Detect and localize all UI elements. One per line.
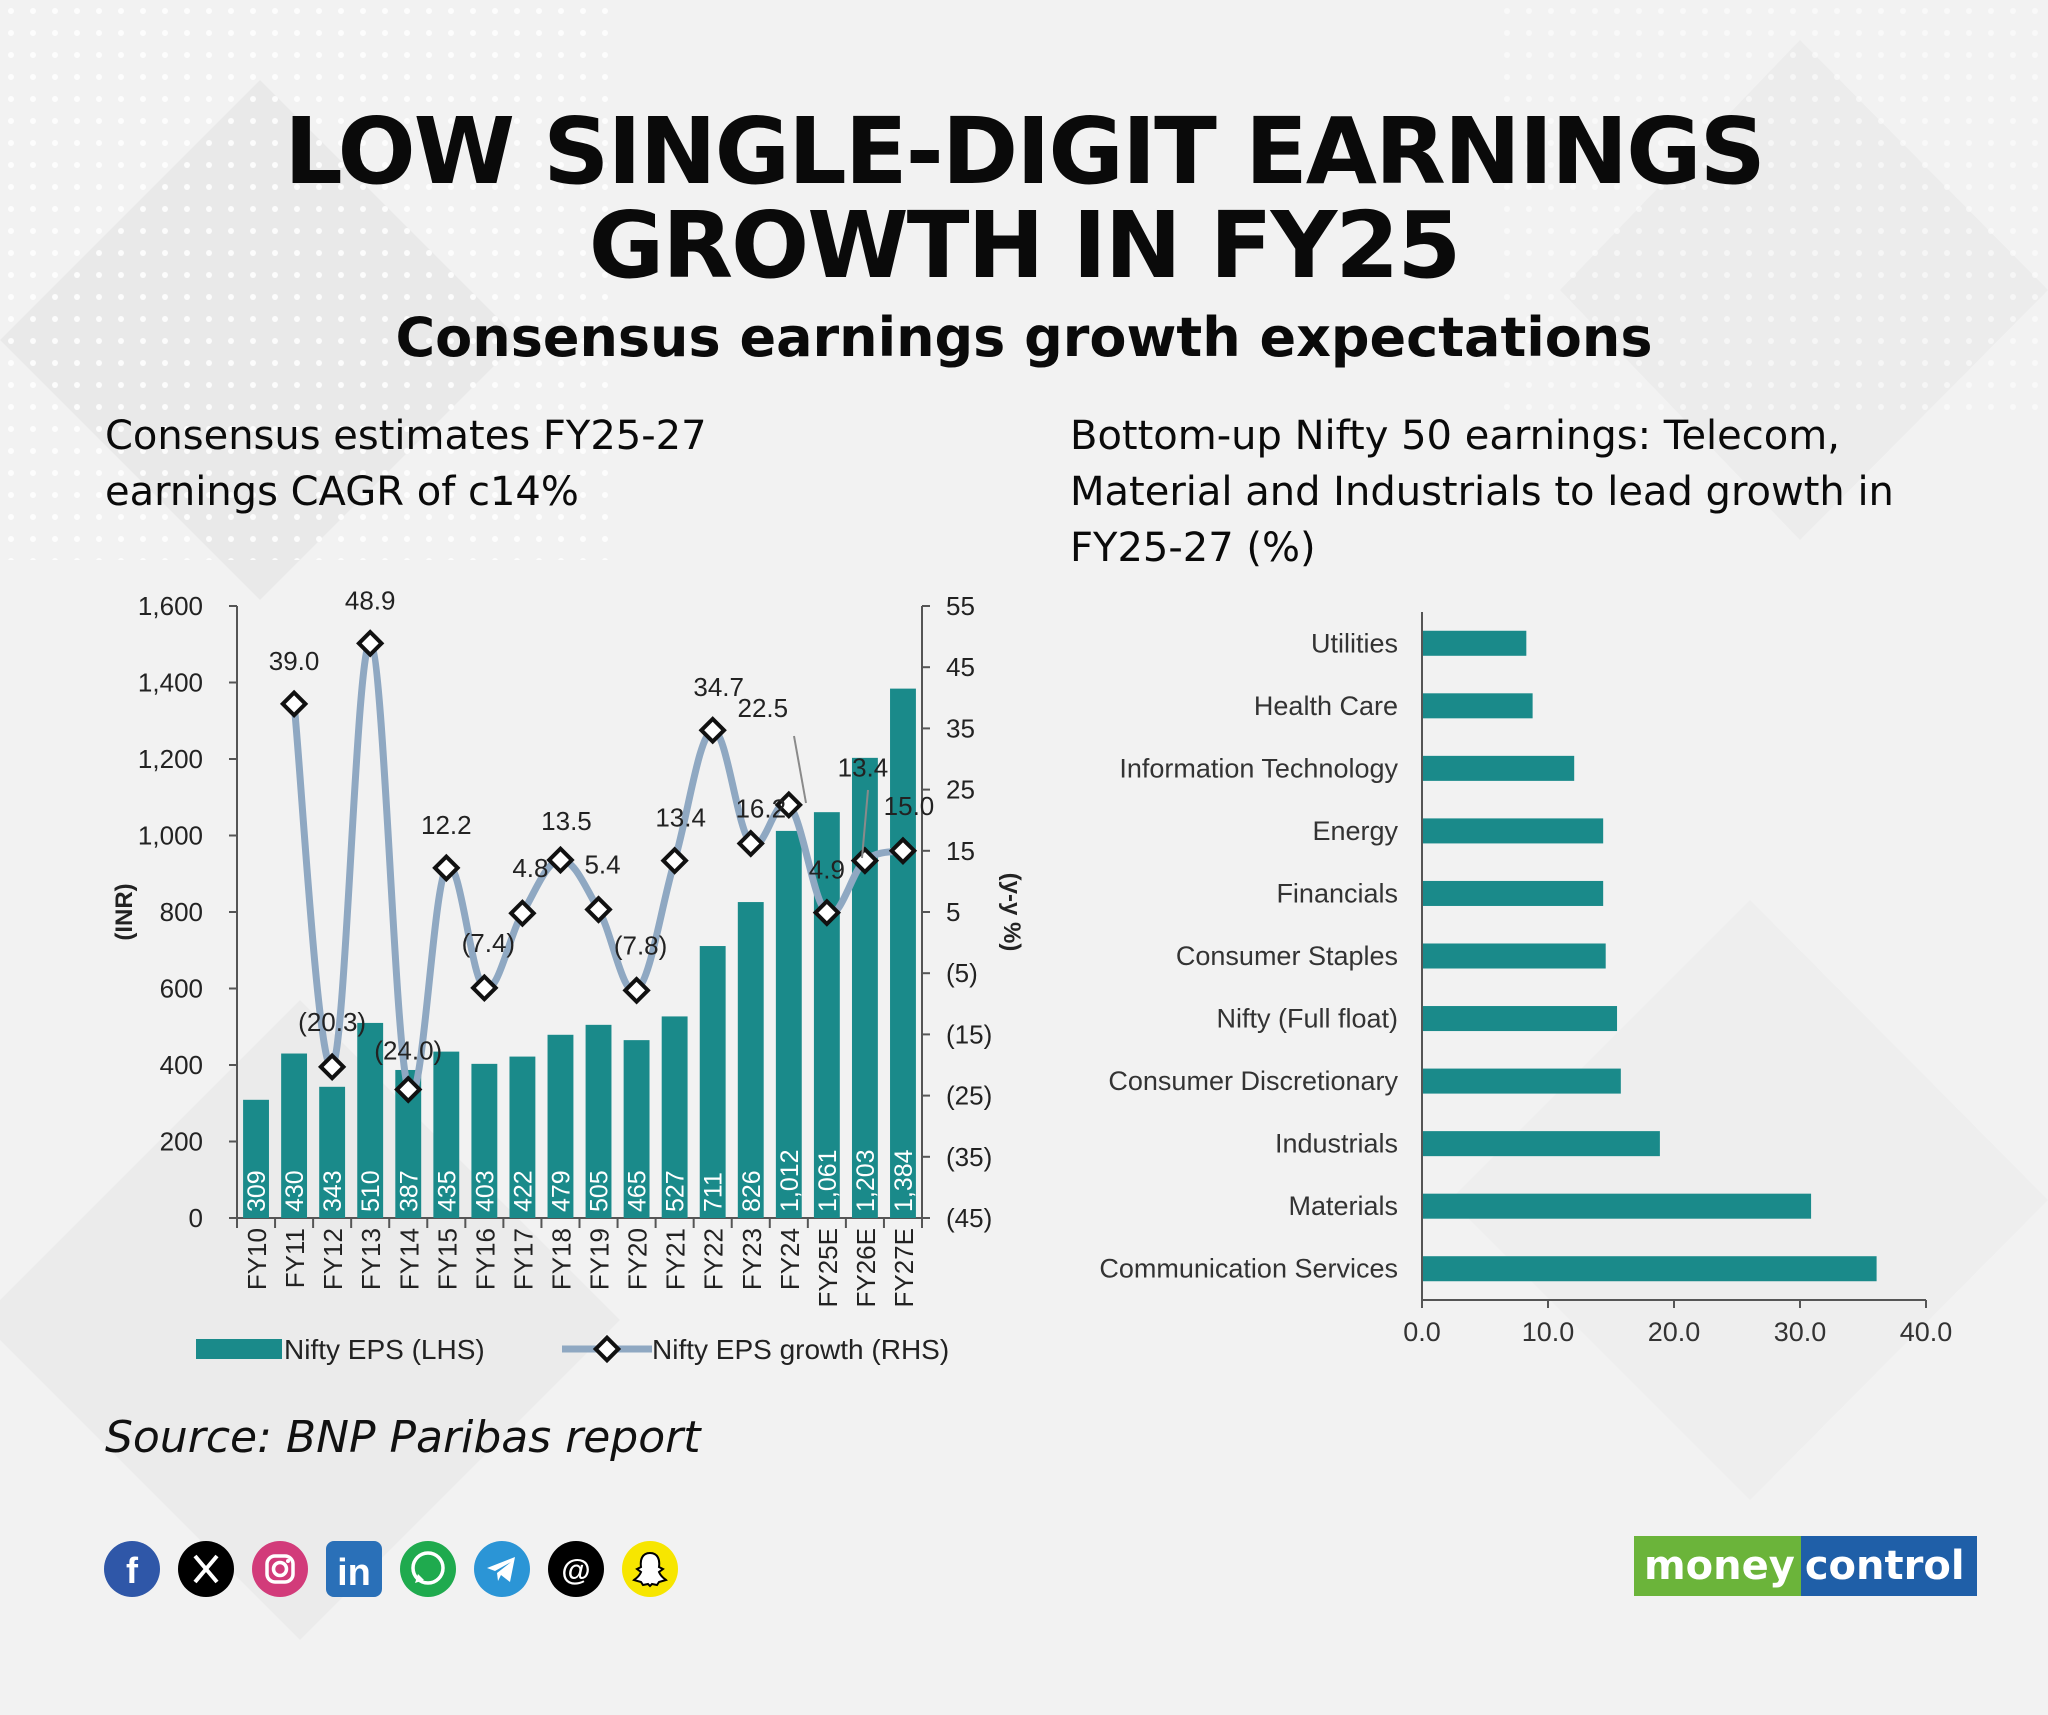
telegram-icon[interactable] xyxy=(474,1541,530,1597)
right-chart-title: Bottom-up Nifty 50 earnings: Telecom, Ma… xyxy=(1070,413,1894,571)
source-note: Source: BNP Paribas report xyxy=(105,1412,701,1463)
linkedin-icon[interactable]: in xyxy=(326,1541,382,1597)
facebook-icon[interactable]: f xyxy=(104,1541,160,1597)
svg-text:in: in xyxy=(337,1552,371,1594)
snapchat-icon[interactable] xyxy=(622,1541,678,1597)
moneycontrol-logo[interactable]: money control xyxy=(1634,1536,1977,1596)
whatsapp-icon[interactable] xyxy=(400,1541,456,1597)
logo-money: money xyxy=(1634,1536,1801,1596)
main-title-line1: LOW SINGLE-DIGIT EARNINGS xyxy=(284,98,1766,205)
threads-icon[interactable]: @ xyxy=(548,1541,604,1597)
logo-control: control xyxy=(1800,1536,1977,1596)
svg-text:@: @ xyxy=(561,1554,590,1587)
svg-text:f: f xyxy=(126,1550,139,1591)
main-title-line2: GROWTH IN FY25 xyxy=(588,192,1462,299)
instagram-icon[interactable] xyxy=(252,1541,308,1597)
subtitle: Consensus earnings growth expectations xyxy=(395,306,1653,369)
x-icon[interactable] xyxy=(178,1541,234,1597)
left-chart-title: Consensus estimates FY25-27 earnings CAG… xyxy=(105,413,707,515)
